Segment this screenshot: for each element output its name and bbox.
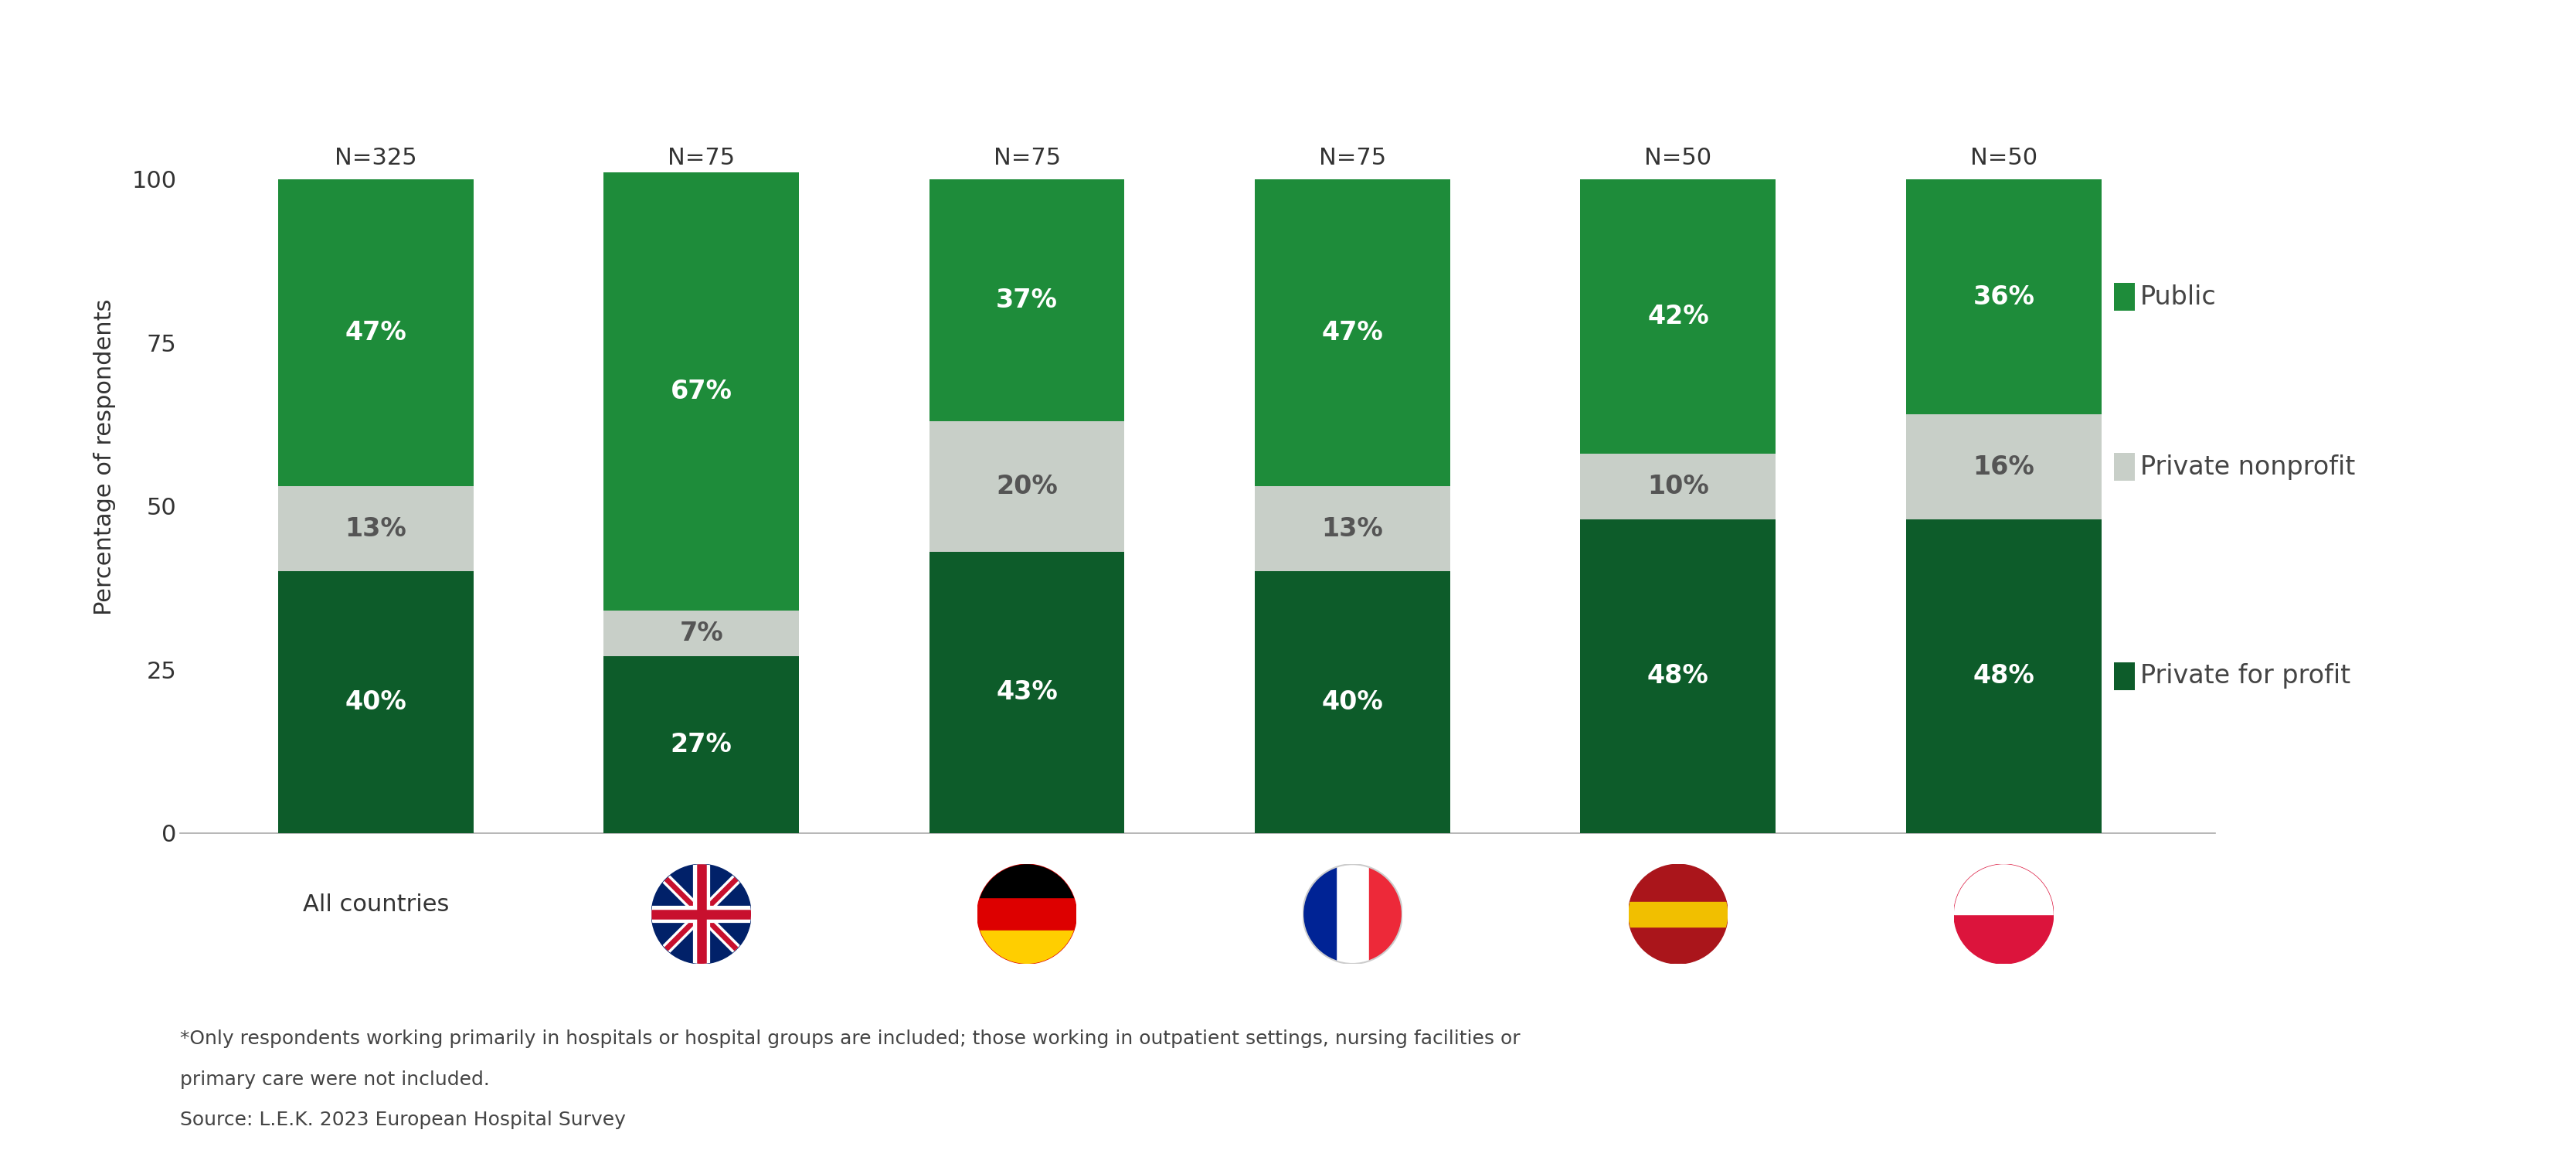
- Text: N=50: N=50: [1971, 147, 2038, 169]
- Bar: [930, 421, 1126, 552]
- Text: 13%: 13%: [345, 516, 407, 541]
- Bar: [930, 552, 1126, 833]
- Text: Private for profit: Private for profit: [2141, 663, 2349, 688]
- Bar: [278, 179, 474, 486]
- Text: 47%: 47%: [345, 320, 407, 346]
- Circle shape: [1628, 864, 1728, 964]
- Text: 43%: 43%: [997, 679, 1059, 706]
- Bar: [1906, 519, 2102, 833]
- Circle shape: [1303, 864, 1401, 964]
- Text: primary care were not included.: primary care were not included.: [180, 1070, 489, 1089]
- Text: 40%: 40%: [345, 690, 407, 715]
- Text: N=75: N=75: [994, 147, 1061, 169]
- Text: All countries: All countries: [301, 893, 448, 915]
- Text: 40%: 40%: [1321, 690, 1383, 715]
- Text: Public: Public: [2141, 283, 2215, 310]
- Text: Source: L.E.K. 2023 European Hospital Survey: Source: L.E.K. 2023 European Hospital Su…: [180, 1111, 626, 1129]
- Text: N=325: N=325: [335, 147, 417, 169]
- Text: N=75: N=75: [1319, 147, 1386, 169]
- FancyBboxPatch shape: [976, 864, 1077, 898]
- Text: 16%: 16%: [1973, 454, 2035, 480]
- Text: 48%: 48%: [1973, 663, 2035, 688]
- Bar: [603, 656, 799, 833]
- Text: N=50: N=50: [1643, 147, 1713, 169]
- FancyBboxPatch shape: [1628, 901, 1728, 927]
- Bar: [1906, 179, 2102, 414]
- Circle shape: [1955, 864, 2053, 964]
- Text: 42%: 42%: [1646, 303, 1708, 330]
- Bar: [1582, 179, 1775, 454]
- FancyBboxPatch shape: [1368, 864, 1401, 964]
- Bar: [1582, 454, 1775, 519]
- Text: 20%: 20%: [997, 473, 1059, 499]
- Bar: [603, 172, 799, 611]
- Text: 10%: 10%: [1646, 473, 1708, 499]
- FancyBboxPatch shape: [976, 930, 1077, 964]
- Text: Private nonprofit: Private nonprofit: [2141, 454, 2354, 480]
- Text: N=75: N=75: [667, 147, 734, 169]
- Text: 48%: 48%: [1646, 663, 1708, 688]
- Text: 37%: 37%: [997, 287, 1059, 312]
- Bar: [1582, 519, 1775, 833]
- FancyBboxPatch shape: [1303, 864, 1337, 964]
- Text: 7%: 7%: [680, 621, 724, 647]
- Text: 13%: 13%: [1321, 516, 1383, 541]
- Circle shape: [976, 864, 1077, 964]
- FancyBboxPatch shape: [1955, 864, 2053, 914]
- Text: 27%: 27%: [670, 732, 732, 758]
- Bar: [1255, 179, 1450, 486]
- Y-axis label: Percentage of respondents: Percentage of respondents: [93, 299, 116, 616]
- Bar: [930, 179, 1126, 421]
- Text: 47%: 47%: [1321, 320, 1383, 346]
- Bar: [278, 572, 474, 833]
- Bar: [603, 611, 799, 656]
- Text: 67%: 67%: [670, 378, 732, 405]
- Bar: [278, 486, 474, 572]
- Bar: [1906, 414, 2102, 519]
- Circle shape: [652, 864, 752, 964]
- Text: *Only respondents working primarily in hospitals or hospital groups are included: *Only respondents working primarily in h…: [180, 1030, 1520, 1048]
- Text: 36%: 36%: [1973, 283, 2035, 310]
- Bar: [1255, 486, 1450, 572]
- Bar: [1255, 572, 1450, 833]
